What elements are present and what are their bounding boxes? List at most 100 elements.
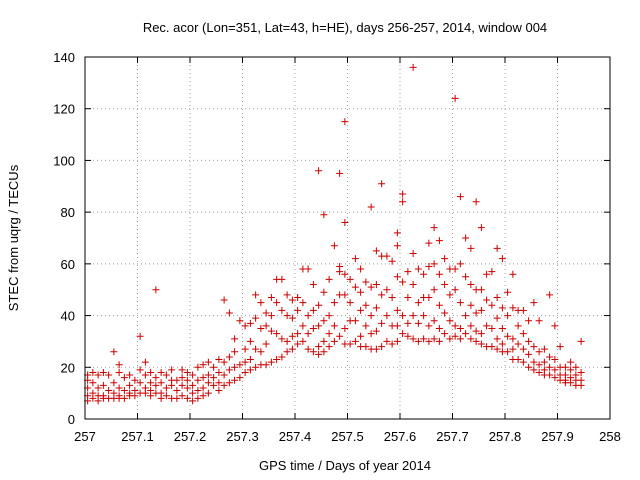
data-point bbox=[325, 275, 333, 283]
data-point bbox=[451, 265, 459, 273]
data-point bbox=[467, 244, 475, 252]
data-point bbox=[252, 345, 260, 353]
plot-frame bbox=[84, 56, 611, 420]
data-point bbox=[89, 394, 97, 402]
data-point bbox=[131, 376, 139, 384]
data-point bbox=[367, 203, 375, 211]
data-point bbox=[409, 250, 417, 258]
data-point bbox=[236, 317, 244, 325]
data-point bbox=[393, 273, 401, 281]
data-point bbox=[456, 260, 464, 268]
data-point bbox=[231, 376, 239, 384]
data-point bbox=[320, 348, 328, 356]
data-points bbox=[84, 63, 585, 405]
data-point bbox=[204, 371, 212, 379]
data-point bbox=[441, 309, 449, 317]
data-point bbox=[246, 319, 254, 327]
data-point bbox=[551, 374, 559, 382]
data-point bbox=[414, 265, 422, 273]
data-point bbox=[546, 371, 554, 379]
data-point bbox=[225, 353, 233, 361]
data-point bbox=[215, 356, 223, 364]
data-point bbox=[483, 296, 491, 304]
data-point bbox=[304, 345, 312, 353]
data-point bbox=[110, 379, 118, 387]
data-point bbox=[131, 392, 139, 400]
data-point bbox=[493, 244, 501, 252]
data-point bbox=[362, 322, 370, 330]
data-point bbox=[493, 293, 501, 301]
data-point bbox=[231, 348, 239, 356]
data-point bbox=[252, 363, 260, 371]
y-tick-label: 100 bbox=[53, 153, 75, 168]
data-point bbox=[162, 392, 170, 400]
data-point bbox=[94, 384, 102, 392]
y-axis-label: STEC from uqrg / TECUs bbox=[6, 164, 21, 311]
data-point bbox=[441, 255, 449, 263]
data-point bbox=[509, 304, 517, 312]
data-point bbox=[288, 314, 296, 322]
data-point bbox=[278, 335, 286, 343]
data-point bbox=[94, 371, 102, 379]
data-point bbox=[136, 366, 144, 374]
data-point bbox=[456, 325, 464, 332]
data-point bbox=[567, 366, 575, 374]
data-point bbox=[288, 345, 296, 353]
data-point bbox=[199, 374, 207, 382]
data-point bbox=[294, 306, 302, 314]
data-point bbox=[404, 332, 412, 340]
data-point bbox=[283, 312, 291, 320]
data-point bbox=[346, 340, 354, 348]
data-point bbox=[105, 371, 113, 379]
data-point bbox=[525, 317, 533, 325]
data-point bbox=[346, 299, 354, 307]
data-point bbox=[414, 337, 422, 345]
data-point bbox=[252, 291, 260, 299]
data-point bbox=[89, 379, 97, 387]
data-point bbox=[425, 293, 433, 301]
data-point bbox=[157, 394, 165, 402]
data-point bbox=[383, 312, 391, 320]
data-point bbox=[404, 319, 412, 327]
data-point bbox=[309, 281, 317, 289]
data-point bbox=[467, 301, 475, 309]
data-point bbox=[435, 270, 443, 278]
data-point bbox=[199, 384, 207, 392]
data-point bbox=[162, 371, 170, 379]
data-point bbox=[294, 340, 302, 348]
data-point bbox=[551, 322, 559, 330]
data-point bbox=[325, 343, 333, 351]
data-point bbox=[435, 337, 443, 345]
data-point bbox=[126, 371, 134, 379]
data-point bbox=[488, 301, 496, 309]
data-point bbox=[567, 358, 575, 366]
data-point bbox=[162, 384, 170, 392]
data-point bbox=[504, 332, 512, 340]
data-point bbox=[472, 198, 480, 206]
data-point bbox=[504, 312, 512, 320]
data-point bbox=[267, 358, 275, 366]
data-point bbox=[178, 381, 186, 389]
data-point bbox=[509, 335, 517, 343]
data-point bbox=[535, 368, 543, 376]
data-point bbox=[399, 278, 407, 286]
data-point bbox=[220, 358, 228, 366]
data-point bbox=[194, 376, 202, 384]
x-tick-label: 257.4 bbox=[279, 429, 312, 444]
data-point bbox=[257, 348, 265, 356]
data-point bbox=[173, 387, 181, 395]
data-point bbox=[430, 335, 438, 343]
data-point bbox=[404, 293, 412, 301]
data-point bbox=[357, 288, 365, 296]
data-point bbox=[409, 281, 417, 289]
data-point bbox=[341, 118, 349, 126]
data-point bbox=[225, 379, 233, 387]
data-point bbox=[183, 368, 191, 376]
y-tick-label: 20 bbox=[61, 360, 75, 375]
data-point bbox=[210, 363, 218, 371]
data-point bbox=[241, 358, 249, 366]
data-point bbox=[451, 286, 459, 294]
data-point bbox=[246, 356, 254, 364]
